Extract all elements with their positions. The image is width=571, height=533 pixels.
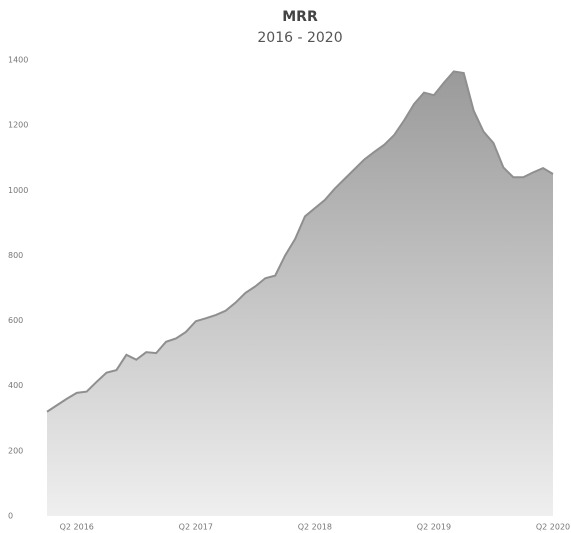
area (47, 71, 553, 517)
y-tick-label: 200 (8, 446, 23, 455)
y-tick-label: 0 (8, 512, 13, 521)
x-tick-label: Q2 2019 (417, 523, 451, 532)
y-tick-label: 1400 (8, 56, 28, 65)
y-tick-label: 1200 (8, 121, 28, 130)
y-tick-label: 1000 (8, 186, 28, 195)
y-tick-label: 600 (8, 316, 23, 325)
line (46, 70, 554, 413)
y-tick-label: 800 (8, 251, 23, 260)
x-tick-label: Q2 2020 (536, 523, 570, 532)
y-tick-label: 400 (8, 381, 23, 390)
x-tick-label: Q2 2017 (179, 523, 213, 532)
x-tick-label: Q2 2018 (298, 523, 332, 532)
chart-subtitle: 2016 - 2020 (257, 30, 342, 46)
x-tick-label: Q2 2016 (60, 523, 94, 532)
chart-title: MRR (282, 9, 318, 25)
